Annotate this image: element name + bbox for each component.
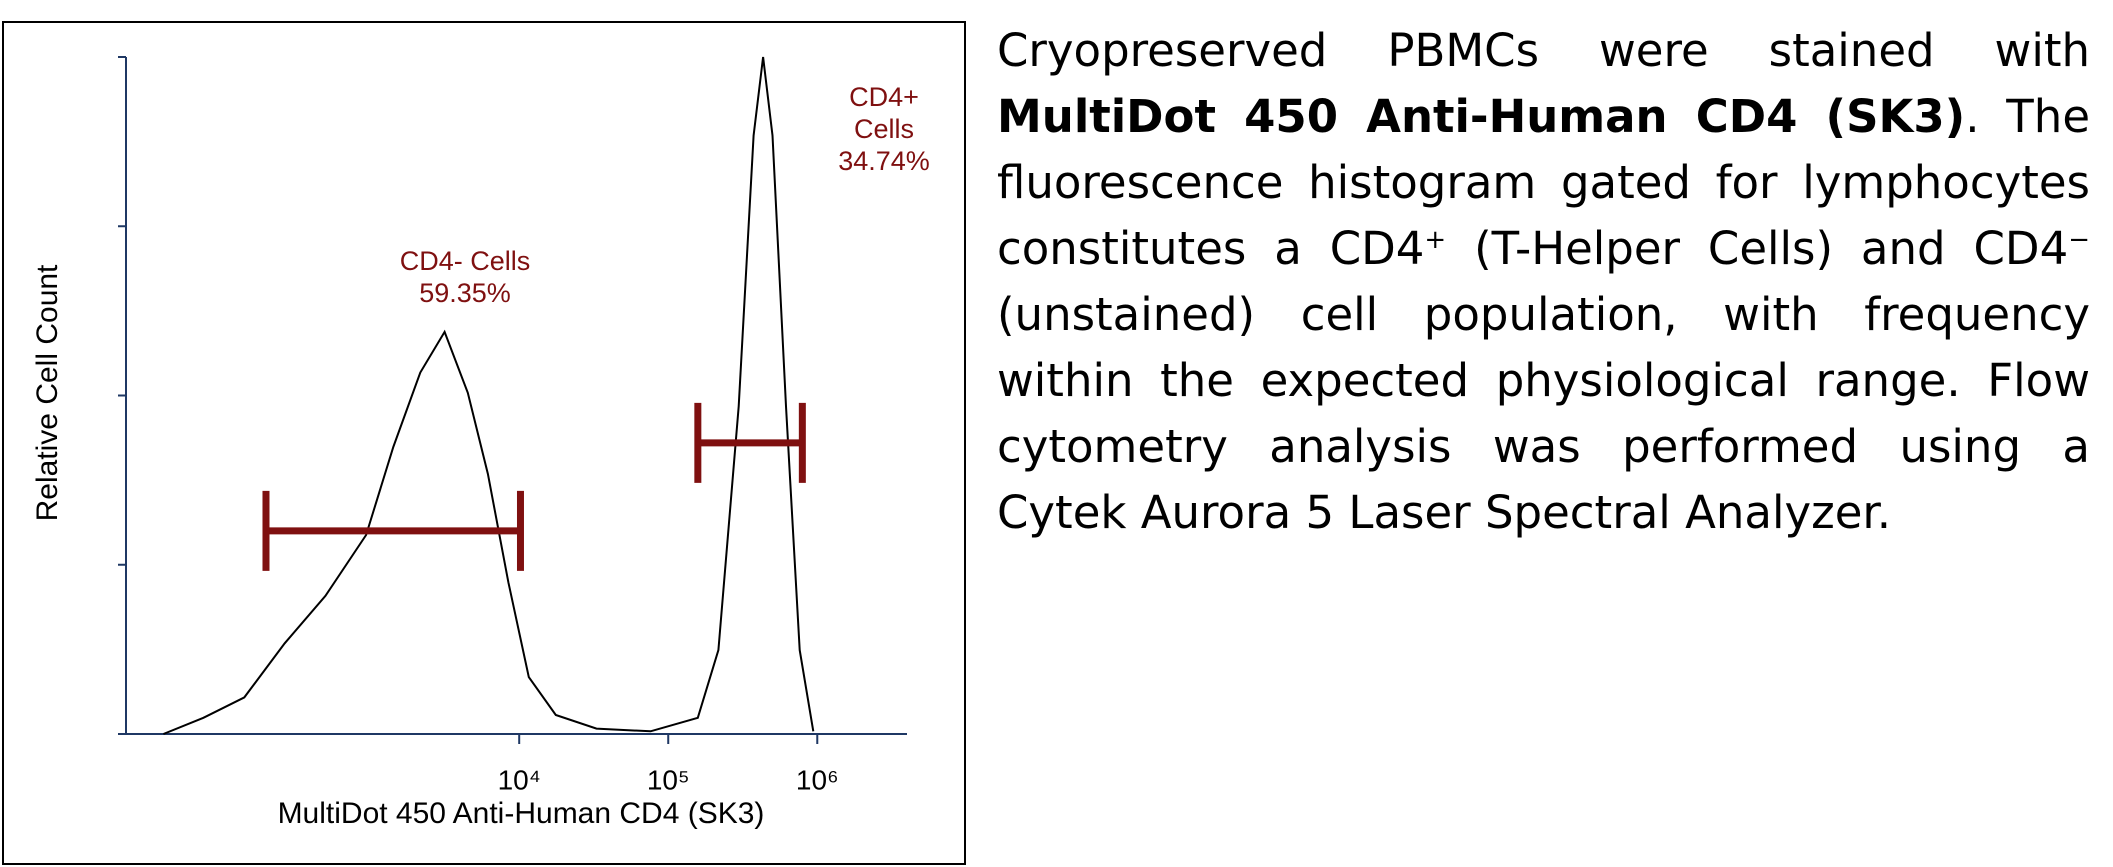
gate-label: Cells	[854, 114, 914, 144]
caption-text: (unstained) cell population, with freque…	[997, 288, 2090, 539]
caption-text: (T-Helper Cells) and CD4	[1446, 222, 2069, 275]
caption-sup: +	[1424, 225, 1447, 255]
caption-text: Cryopreserved PBMCs were stained with	[997, 24, 2090, 77]
histogram-line	[163, 56, 815, 735]
x-axis-label: MultiDot 450 Anti-Human CD4 (SK3)	[278, 797, 765, 830]
gate-label: CD4+	[849, 82, 919, 112]
x-tick-label: 10⁶	[796, 764, 839, 795]
gate-label: CD4- Cells	[400, 246, 531, 276]
gate-percent: 59.35%	[419, 278, 511, 308]
x-tick-label: 10⁵	[647, 764, 690, 795]
x-tick-label: 10⁴	[498, 764, 541, 795]
gate-percent: 34.74%	[838, 146, 930, 176]
y-axis-label: Relative Cell Count	[31, 264, 64, 521]
caption-sup: −	[2068, 225, 2090, 255]
chart-frame	[2, 21, 966, 865]
caption-text: . The fluorescence histogram gated for l…	[997, 90, 2091, 275]
caption: Cryopreserved PBMCs were stained with Mu…	[997, 18, 2090, 546]
chart: MultiDot 450 Anti-Human CD4 (SK3) Relati…	[2, 21, 966, 865]
caption-bold: MultiDot 450 Anti-Human CD4 (SK3)	[997, 90, 1966, 143]
